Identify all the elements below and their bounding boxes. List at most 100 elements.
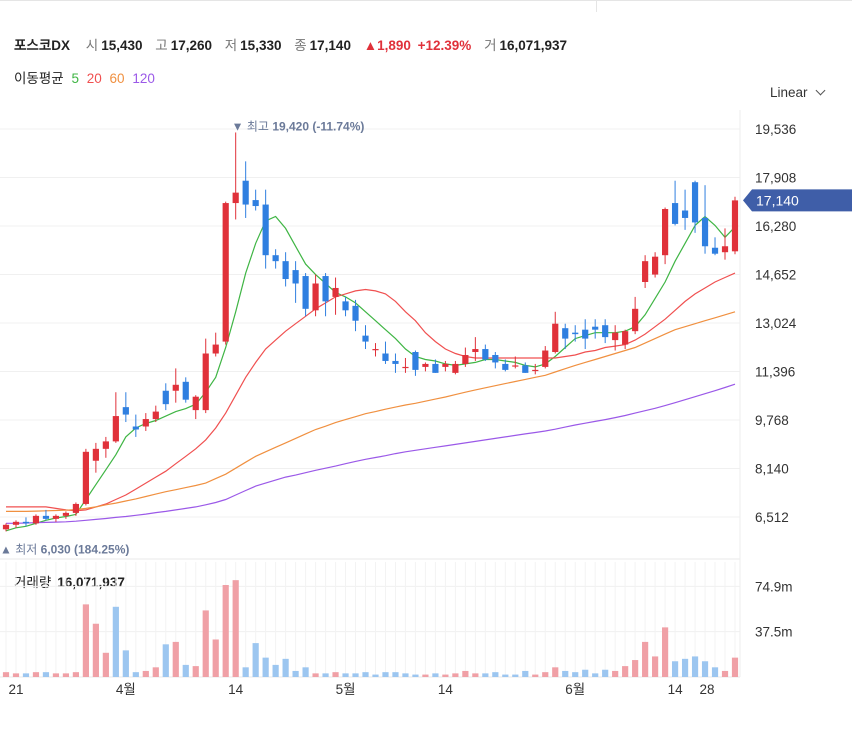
candle-body (632, 308, 639, 332)
candle-body (432, 363, 439, 373)
candle-body (132, 426, 139, 430)
moving-average-legend: 이동평균 5 20 60 120 (14, 67, 159, 87)
current-price-value: 17,140 (756, 192, 799, 208)
min-price-annotation: ▲ 최저 6,030 (184.25%) (0, 542, 129, 556)
candle-body (192, 396, 199, 411)
x-axis-label: 14 (438, 682, 454, 697)
candle-body (222, 203, 229, 342)
candle-body (12, 521, 20, 525)
x-axis-label: 5월 (336, 682, 356, 697)
price-axis-label: 14,652 (755, 268, 796, 283)
volume-bar (652, 656, 659, 677)
candle-body (312, 283, 319, 311)
volume-bar (212, 639, 219, 677)
volume-bar (721, 670, 729, 677)
volume-bar (532, 674, 539, 677)
volume-bar (691, 656, 699, 677)
volume-bar (52, 673, 60, 677)
moving-average-120-line (6, 383, 736, 524)
volume-bar (572, 672, 579, 677)
price-axis-label: 17,908 (755, 171, 796, 186)
volume-bar (612, 670, 619, 677)
ma-120-legend[interactable]: 120 (132, 71, 155, 86)
candle-body (622, 331, 629, 345)
ma-5-legend[interactable]: 5 (71, 71, 79, 86)
volume-bar (82, 604, 89, 677)
candle-body (472, 349, 479, 353)
scale-dropdown-label: Linear (770, 85, 808, 100)
ma-60-legend[interactable]: 60 (109, 71, 125, 86)
volume-bar (202, 610, 209, 677)
candle-body (482, 349, 489, 360)
candle-body (522, 365, 529, 373)
volume-bar (362, 672, 369, 677)
scale-dropdown[interactable]: Linear (770, 85, 825, 100)
volume-bar (292, 670, 299, 677)
close-label: 종 (294, 38, 307, 53)
x-axis-label: 14 (668, 682, 684, 697)
candle-body (711, 247, 719, 254)
candle-body (172, 384, 179, 391)
price-axis-label: 9,768 (755, 413, 789, 428)
volume-bar (392, 672, 399, 677)
candle-body (142, 419, 149, 427)
x-axis-label: 4월 (116, 682, 136, 697)
candle-body (412, 352, 419, 370)
candle-body (512, 365, 519, 367)
candle-body (62, 512, 70, 516)
candle-body (592, 326, 599, 330)
volume-bar (122, 650, 129, 677)
volume-bar (172, 641, 179, 677)
volume-bar (42, 672, 50, 677)
candle-body (272, 255, 279, 262)
moving-average-label: 이동평균 (14, 71, 64, 86)
volume-bar (72, 672, 79, 677)
volume-bar (322, 673, 329, 677)
candle-body (152, 411, 159, 420)
candle-body (582, 329, 589, 339)
low-label: 저 (224, 38, 238, 53)
candle-body (92, 448, 99, 461)
volume-bar (452, 673, 459, 677)
candle-body (492, 354, 499, 363)
volume-bar (22, 673, 30, 677)
candle-body (502, 363, 509, 370)
candle-body (212, 344, 219, 354)
volume-bar (731, 657, 739, 677)
candle-body (462, 354, 469, 364)
volume-bar (681, 658, 689, 677)
volume-bar (632, 660, 639, 677)
candle-body (602, 325, 609, 338)
candle-body (352, 305, 359, 321)
volume-bar (432, 673, 439, 677)
candle-body (72, 503, 79, 513)
candle-body (372, 349, 379, 351)
candle-body (721, 246, 729, 253)
volume-bar (602, 669, 609, 677)
candle-body (452, 363, 459, 373)
candle-body (671, 203, 679, 224)
candle-body (292, 270, 299, 284)
ma-20-legend[interactable]: 20 (86, 71, 102, 86)
volume-bar (522, 670, 529, 677)
close-value: 17,140 (309, 38, 351, 53)
candle-body (542, 350, 549, 367)
price-axis-label: 16,280 (755, 219, 796, 234)
candle-body (572, 332, 579, 335)
candle-body (652, 256, 659, 275)
candle-body (232, 192, 239, 204)
volume-bar (422, 674, 429, 677)
volume-bar (592, 673, 599, 677)
volume-bar (662, 627, 669, 677)
volume-bar (382, 672, 389, 677)
candle-body (402, 366, 409, 369)
volume-bar (442, 674, 449, 677)
candle-body (612, 332, 619, 341)
candle-body (102, 441, 109, 449)
candle-body (552, 323, 559, 353)
candle-body (731, 200, 739, 252)
high-label: 고 (155, 38, 168, 53)
volume-bar (402, 673, 409, 677)
volume-bar (472, 673, 479, 677)
